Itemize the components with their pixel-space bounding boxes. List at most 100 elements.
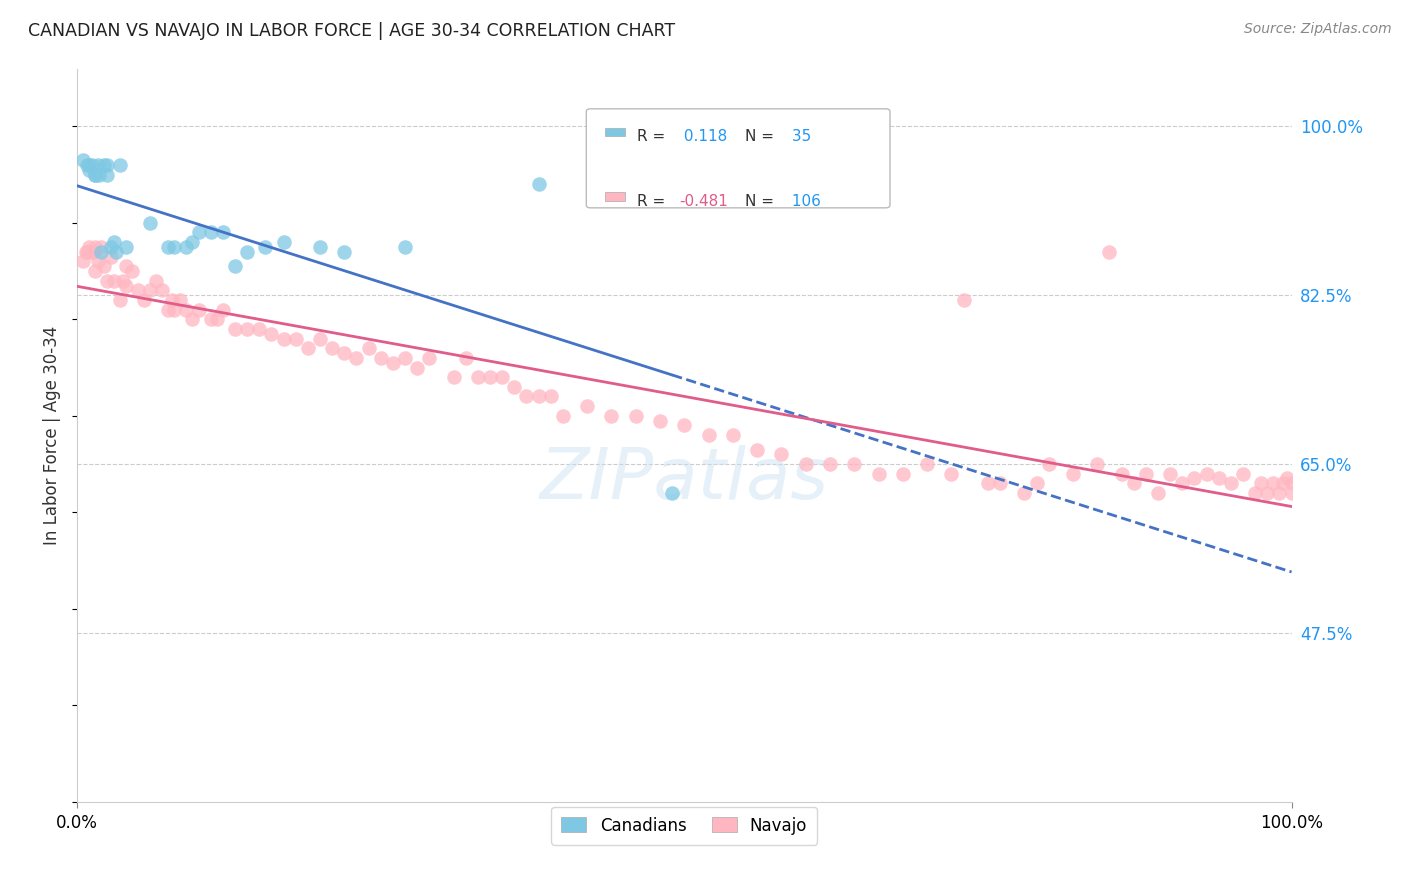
Point (515, 389, 537, 403)
Point (1232, 467, 1254, 481)
Point (103, 235, 125, 249)
Point (284, 332, 307, 346)
Text: 35: 35 (787, 129, 811, 145)
Point (132, 293, 155, 307)
Point (1014, 486, 1036, 500)
Point (93, 259, 115, 273)
Point (75, 244, 97, 259)
Point (87, 158, 110, 172)
Point (624, 409, 647, 423)
Point (941, 467, 963, 481)
Point (747, 442, 769, 457)
Point (1182, 471, 1205, 485)
Point (1281, 476, 1303, 491)
Point (96, 158, 118, 172)
Point (297, 341, 319, 355)
Point (76, 158, 98, 172)
Point (96, 274, 118, 288)
Point (309, 332, 332, 346)
Point (333, 346, 356, 360)
Point (181, 235, 204, 249)
Point (200, 312, 222, 326)
Point (100, 250, 122, 264)
Point (247, 322, 270, 336)
Point (721, 428, 744, 442)
Point (1135, 467, 1157, 481)
Point (87, 168, 110, 182)
Point (84, 240, 107, 254)
Point (503, 380, 526, 394)
Point (844, 457, 866, 471)
Point (169, 293, 191, 307)
Point (84, 264, 107, 278)
Point (952, 293, 974, 307)
Point (1272, 476, 1295, 491)
Point (891, 467, 914, 481)
Text: CANADIAN VS NAVAJO IN LABOR FORCE | AGE 30-34 CORRELATION CHART: CANADIAN VS NAVAJO IN LABOR FORCE | AGE … (28, 22, 675, 40)
Point (1250, 476, 1272, 491)
Point (80, 158, 103, 172)
Point (82, 244, 104, 259)
Point (1025, 476, 1047, 491)
Point (394, 351, 416, 365)
Point (205, 312, 228, 326)
Point (977, 476, 1000, 491)
Text: R =: R = (637, 129, 671, 145)
Text: N =: N = (745, 129, 779, 145)
Point (527, 389, 550, 403)
Point (1085, 457, 1108, 471)
Text: Source: ZipAtlas.com: Source: ZipAtlas.com (1244, 22, 1392, 37)
Point (211, 302, 233, 317)
Point (988, 476, 1011, 491)
Point (1281, 486, 1303, 500)
Point (121, 264, 143, 278)
Point (770, 447, 793, 461)
Point (108, 293, 131, 307)
Point (673, 418, 696, 433)
Point (1256, 486, 1278, 500)
Point (1208, 471, 1230, 485)
Point (77, 162, 100, 177)
Point (87, 254, 110, 268)
Text: -0.481: -0.481 (679, 194, 728, 209)
Point (794, 457, 817, 471)
Point (163, 240, 186, 254)
Point (200, 226, 222, 240)
Point (333, 244, 356, 259)
Point (157, 240, 180, 254)
Point (1195, 467, 1218, 481)
Point (90, 244, 112, 259)
Point (187, 302, 209, 317)
Point (1263, 476, 1285, 491)
Point (697, 428, 720, 442)
Point (254, 240, 277, 254)
Point (176, 240, 198, 254)
Point (93, 158, 115, 172)
Point (224, 259, 246, 273)
Point (96, 168, 118, 182)
Point (114, 259, 136, 273)
Point (1122, 476, 1144, 491)
Point (76, 244, 98, 259)
Point (479, 370, 502, 384)
Point (157, 302, 180, 317)
Point (127, 284, 149, 298)
Point (818, 457, 841, 471)
Point (915, 457, 938, 471)
Point (84, 168, 107, 182)
Point (160, 293, 183, 307)
Point (1268, 486, 1291, 500)
Point (211, 226, 233, 240)
Point (406, 360, 429, 375)
Point (1171, 476, 1194, 491)
Point (236, 322, 259, 336)
Point (145, 274, 167, 288)
Point (357, 341, 380, 355)
Point (114, 278, 136, 293)
Text: 0.118: 0.118 (679, 129, 727, 145)
Point (527, 178, 550, 192)
Point (344, 351, 367, 365)
Text: R =: R = (637, 194, 671, 209)
Point (176, 302, 198, 317)
Point (309, 240, 332, 254)
